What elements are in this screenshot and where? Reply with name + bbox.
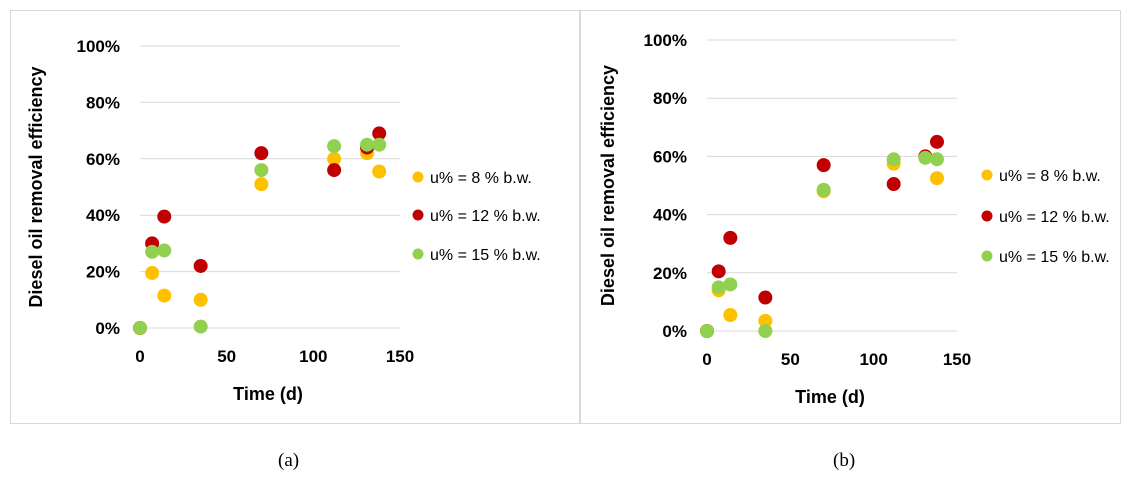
chart-panel-a xyxy=(10,10,580,424)
data-point-series-2 xyxy=(711,280,726,295)
x-tick-label: 0 xyxy=(702,350,711,369)
data-point-series-0 xyxy=(758,313,773,328)
legend-marker-2 xyxy=(981,250,993,262)
legend-marker-2 xyxy=(412,248,424,260)
legend-label-0: u% = 8 % b.w. xyxy=(999,168,1101,185)
legend-marker-0 xyxy=(981,169,993,181)
data-point-series-1 xyxy=(816,158,831,173)
y-tick-label: 40% xyxy=(86,206,120,225)
legend-label-2: u% = 15 % b.w. xyxy=(430,247,541,264)
data-point-series-1 xyxy=(758,290,773,305)
x-tick-label: 150 xyxy=(943,350,971,369)
x-tick-label: 150 xyxy=(386,347,414,366)
y-tick-label: 40% xyxy=(653,206,687,225)
legend-marker-0 xyxy=(412,171,424,183)
y-tick-label: 0% xyxy=(662,322,687,341)
y-tick-label: 60% xyxy=(653,147,687,166)
data-point-series-2 xyxy=(327,139,342,154)
y-axis-title: Diesel oil removal efficiency xyxy=(26,66,46,307)
chart-a: 0% 20% 40% 60% 80% 100% 0 50 100 150 Time (d) Diese… xyxy=(26,37,541,404)
data-point-series-1 xyxy=(193,258,208,273)
y-tick-label: 60% xyxy=(86,150,120,169)
data-point-series-2 xyxy=(930,152,944,167)
y-tick-label: 100% xyxy=(644,31,687,50)
data-point-series-2 xyxy=(758,324,773,338)
y-tick-label: 80% xyxy=(86,93,120,112)
data-point-series-2 xyxy=(816,182,831,197)
data-point-series-2 xyxy=(700,324,714,338)
data-point-series-1 xyxy=(157,209,172,224)
x-axis-title: Time (d) xyxy=(233,384,303,404)
data-point-series-2 xyxy=(157,243,172,258)
legend-marker-1 xyxy=(412,209,424,221)
y-tick-label: 100% xyxy=(77,37,120,56)
data-point-series-1 xyxy=(930,134,944,149)
data-point-series-2 xyxy=(372,137,387,152)
y-tick-label: 0% xyxy=(95,319,120,338)
data-point-series-2 xyxy=(133,321,147,335)
data-point-series-2 xyxy=(193,319,208,334)
legend-marker-1 xyxy=(981,210,993,222)
y-tick-label: 80% xyxy=(653,89,687,108)
x-tick-label: 50 xyxy=(781,350,800,369)
data-point-series-2 xyxy=(918,150,933,165)
data-point-series-2 xyxy=(145,244,160,259)
data-point-series-0 xyxy=(157,288,172,303)
data-point-series-1 xyxy=(886,177,901,192)
data-point-series-0 xyxy=(193,292,208,307)
legend-label-1: u% = 12 % b.w. xyxy=(430,208,541,225)
data-point-series-0 xyxy=(372,164,387,179)
y-axis-title: Diesel oil removal efficiency xyxy=(598,65,618,306)
legend-label-2: u% = 15 % b.w. xyxy=(999,249,1110,266)
data-point-series-2 xyxy=(360,137,375,152)
data-point-series-2 xyxy=(723,277,738,292)
x-axis-title: Time (d) xyxy=(795,387,865,407)
panel-caption-a: (a) xyxy=(278,450,300,471)
data-point-series-0 xyxy=(254,177,269,192)
legend-label-0: u% = 8 % b.w. xyxy=(430,170,532,187)
legend-label-1: u% = 12 % b.w. xyxy=(999,209,1110,226)
data-point-series-1 xyxy=(723,230,738,245)
data-point-series-0 xyxy=(723,307,738,322)
data-point-series-1 xyxy=(711,264,726,279)
y-tick-label: 20% xyxy=(653,264,687,283)
chart-b: 0% 20% 40% 60% 80% 100% 0 50 100 150 Time (d) Diese… xyxy=(598,31,1110,407)
data-point-series-2 xyxy=(254,163,269,178)
panel-caption-b: (b) xyxy=(833,450,856,471)
x-tick-label: 0 xyxy=(135,347,144,366)
data-point-series-0 xyxy=(145,266,160,281)
x-tick-label: 100 xyxy=(859,350,887,369)
data-point-series-1 xyxy=(372,126,387,141)
x-tick-label: 100 xyxy=(299,347,327,366)
y-tick-label: 20% xyxy=(86,263,120,282)
data-point-series-0 xyxy=(930,171,944,186)
data-point-series-0 xyxy=(327,151,342,166)
data-point-series-1 xyxy=(327,163,342,178)
data-point-series-1 xyxy=(254,146,269,161)
chart-panel-b xyxy=(580,10,1121,424)
x-tick-label: 50 xyxy=(217,347,236,366)
data-point-series-2 xyxy=(886,152,901,167)
